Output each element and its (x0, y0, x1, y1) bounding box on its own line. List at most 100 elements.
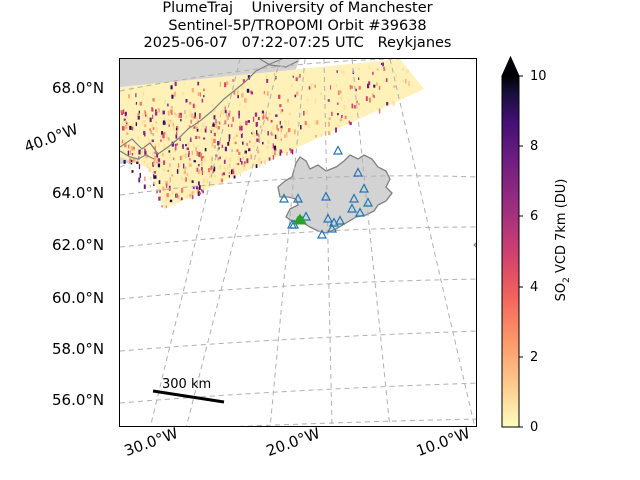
swath-pixel (335, 127, 337, 133)
swath-pixel (213, 132, 216, 137)
swath-pixel (129, 150, 131, 155)
swath-pixel (340, 90, 342, 94)
swath-pixel (159, 162, 162, 167)
swath-pixel (232, 170, 235, 175)
swath-pixel (256, 130, 258, 135)
swath-pixel (238, 113, 240, 119)
swath-pixel (154, 111, 158, 116)
swath-pixel (152, 98, 155, 102)
lat-label-68: 68.0°N (52, 79, 105, 97)
swath-pixel (244, 161, 246, 164)
swath-pixel (159, 134, 162, 139)
swath-pixel (211, 110, 213, 115)
swath-pixel (239, 173, 241, 177)
swath-pixel (185, 99, 188, 103)
swath-pixel (183, 163, 185, 169)
station-marker (355, 207, 365, 217)
swath-pixel (163, 160, 166, 165)
swath-pixel (133, 158, 136, 163)
swath-pixel (358, 103, 361, 106)
swath-pixel (143, 184, 146, 189)
swath-pixel (200, 128, 203, 132)
swath-pixel (246, 158, 249, 164)
swath-pixel (161, 205, 163, 208)
swath-pixel (151, 139, 154, 143)
swath-pixel (349, 121, 352, 126)
swath-pixel (257, 116, 260, 121)
swath-pixel (233, 136, 236, 140)
swath-pixel (169, 121, 172, 125)
swath-pixel (210, 130, 212, 134)
swath-pixel (246, 143, 249, 146)
swath-pixel (308, 86, 310, 90)
swath-pixel (279, 149, 282, 153)
swath-pixel (137, 113, 140, 116)
swath-pixel (254, 112, 258, 117)
swath-pixel (218, 147, 220, 150)
swath-pixel (126, 122, 128, 125)
swath-pixel (160, 139, 162, 142)
parallel-56 (120, 382, 476, 404)
lon-label-30w: 30.0°W (121, 424, 181, 460)
swath-pixel (176, 131, 178, 136)
swath-pixel (173, 91, 176, 97)
swath-pixel (167, 118, 170, 124)
lat-label-64: 64.0°N (52, 184, 105, 202)
swath-pixel (184, 177, 186, 180)
swath-pixel (239, 131, 242, 134)
swath-pixel (210, 166, 212, 171)
meridian-30w (185, 59, 281, 426)
meridian-35w (149, 59, 241, 426)
swath-pixel (170, 85, 173, 90)
greenland-coastline-inner (120, 150, 155, 160)
swath-pixel (136, 161, 139, 164)
swath-pixel (314, 84, 316, 88)
swath-pixel (217, 157, 220, 161)
swath-pixel (191, 113, 194, 118)
colorbar-tick-10: 10 (530, 69, 547, 84)
swath-pixel (139, 101, 142, 106)
swath-pixel (190, 137, 192, 142)
swath-pixel (291, 149, 294, 155)
swath-pixel (358, 67, 360, 71)
swath-pixel (128, 94, 130, 99)
swath-pixel (258, 134, 260, 138)
swath-pixel (211, 127, 214, 132)
faroe-landmass-edge (473, 242, 476, 248)
swath-pixel (165, 180, 168, 186)
swath-pixel (340, 69, 343, 73)
swath-pixel (213, 115, 216, 120)
swath-pixel (123, 160, 126, 164)
swath-pixel (152, 133, 154, 136)
station-marker (347, 203, 357, 213)
swath-pixel (252, 144, 255, 148)
map-panel[interactable] (119, 58, 477, 427)
swath-pixel (199, 92, 201, 97)
swath-pixel (228, 139, 230, 143)
swath-pixel (266, 91, 269, 96)
swath-pixel (224, 157, 227, 160)
swath-pixel (376, 82, 378, 86)
title-line-3: 2025-06-07 07:22-07:25 UTC Reykjanes (143, 35, 452, 51)
swath-pixel (189, 110, 192, 114)
swath-pixel (163, 168, 166, 172)
swath-pixel (138, 177, 141, 183)
swath-pixel (228, 134, 231, 139)
swath-pixel (194, 112, 196, 118)
swath-pixel (288, 120, 290, 126)
swath-pixel (162, 120, 166, 125)
swath-pixel (238, 151, 241, 155)
swath-pixel (180, 197, 183, 201)
swath-pixel (157, 158, 161, 163)
station-marker (323, 213, 333, 223)
swath-pixel (169, 153, 171, 159)
swath-pixel (158, 180, 161, 184)
swath-pixel (157, 163, 160, 168)
swath-pixel (143, 112, 146, 115)
swath-pixel (402, 67, 404, 71)
swath-pixel (348, 100, 350, 103)
swath-pixel (198, 192, 202, 195)
swath-pixel (286, 133, 288, 139)
swath-pixel (300, 113, 302, 116)
swath-pixel (210, 137, 214, 142)
